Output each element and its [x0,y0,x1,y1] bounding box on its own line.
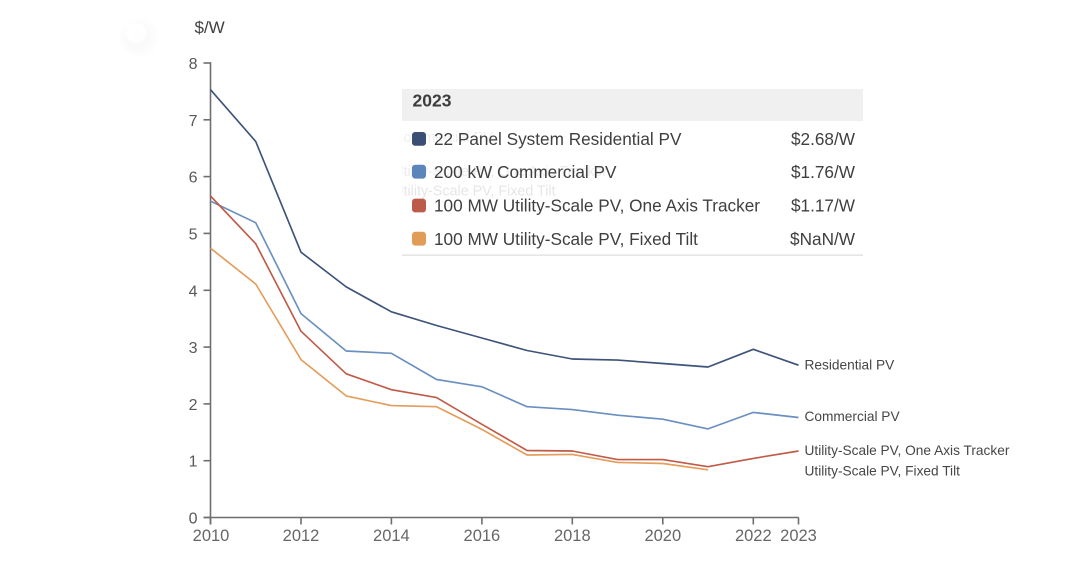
svg-text:$1.76/W: $1.76/W [791,162,856,182]
svg-text:Utility-Scale PV, One Axis Tra: Utility-Scale PV, One Axis Tracker [805,443,1010,458]
svg-text:$/W: $/W [195,18,225,37]
svg-text:7: 7 [189,113,198,130]
svg-text:2: 2 [189,397,198,414]
svg-text:$1.17/W: $1.17/W [791,196,856,216]
svg-text:2014: 2014 [373,527,410,545]
svg-text:200 kW Commercial PV: 200 kW Commercial PV [434,162,617,182]
svg-text:22 Panel System Residential PV: 22 Panel System Residential PV [434,129,682,149]
svg-text:2016: 2016 [464,527,501,545]
svg-text:2022: 2022 [735,527,772,545]
svg-text:$2.68/W: $2.68/W [791,129,856,149]
svg-text:5: 5 [189,226,198,243]
svg-text:2020: 2020 [644,527,681,545]
svg-text:2018: 2018 [554,527,591,545]
svg-text:Utility-Scale PV, Fixed Tilt: Utility-Scale PV, Fixed Tilt [805,463,961,478]
svg-text:2023: 2023 [780,527,817,545]
svg-text:Utility-Scale PV, One Axis Tra: Utility-Scale PV, One Axis Tracker [393,164,607,180]
svg-text:4: 4 [189,283,198,300]
svg-text:0: 0 [189,511,198,528]
svg-text:6: 6 [189,170,198,187]
svg-text:2010: 2010 [193,527,230,545]
svg-text:1: 1 [189,454,198,471]
svg-text:Utility-Scale PV, Fixed Tilt: Utility-Scale PV, Fixed Tilt [393,183,555,199]
svg-text:2012: 2012 [283,527,320,545]
svg-text:3: 3 [189,340,198,357]
svg-text:Commercial PV: Commercial PV [805,409,901,424]
svg-text:$NaN/W: $NaN/W [790,229,856,249]
svg-text:8: 8 [189,56,198,73]
svg-text:100 MW Utility-Scale PV, Fixed: 100 MW Utility-Scale PV, Fixed Tilt [434,229,698,249]
svg-text:Residential PV: Residential PV [805,358,896,373]
svg-text:2023: 2023 [413,91,452,111]
svg-text:100 MW Utility-Scale PV, One A: 100 MW Utility-Scale PV, One Axis Tracke… [434,196,760,216]
